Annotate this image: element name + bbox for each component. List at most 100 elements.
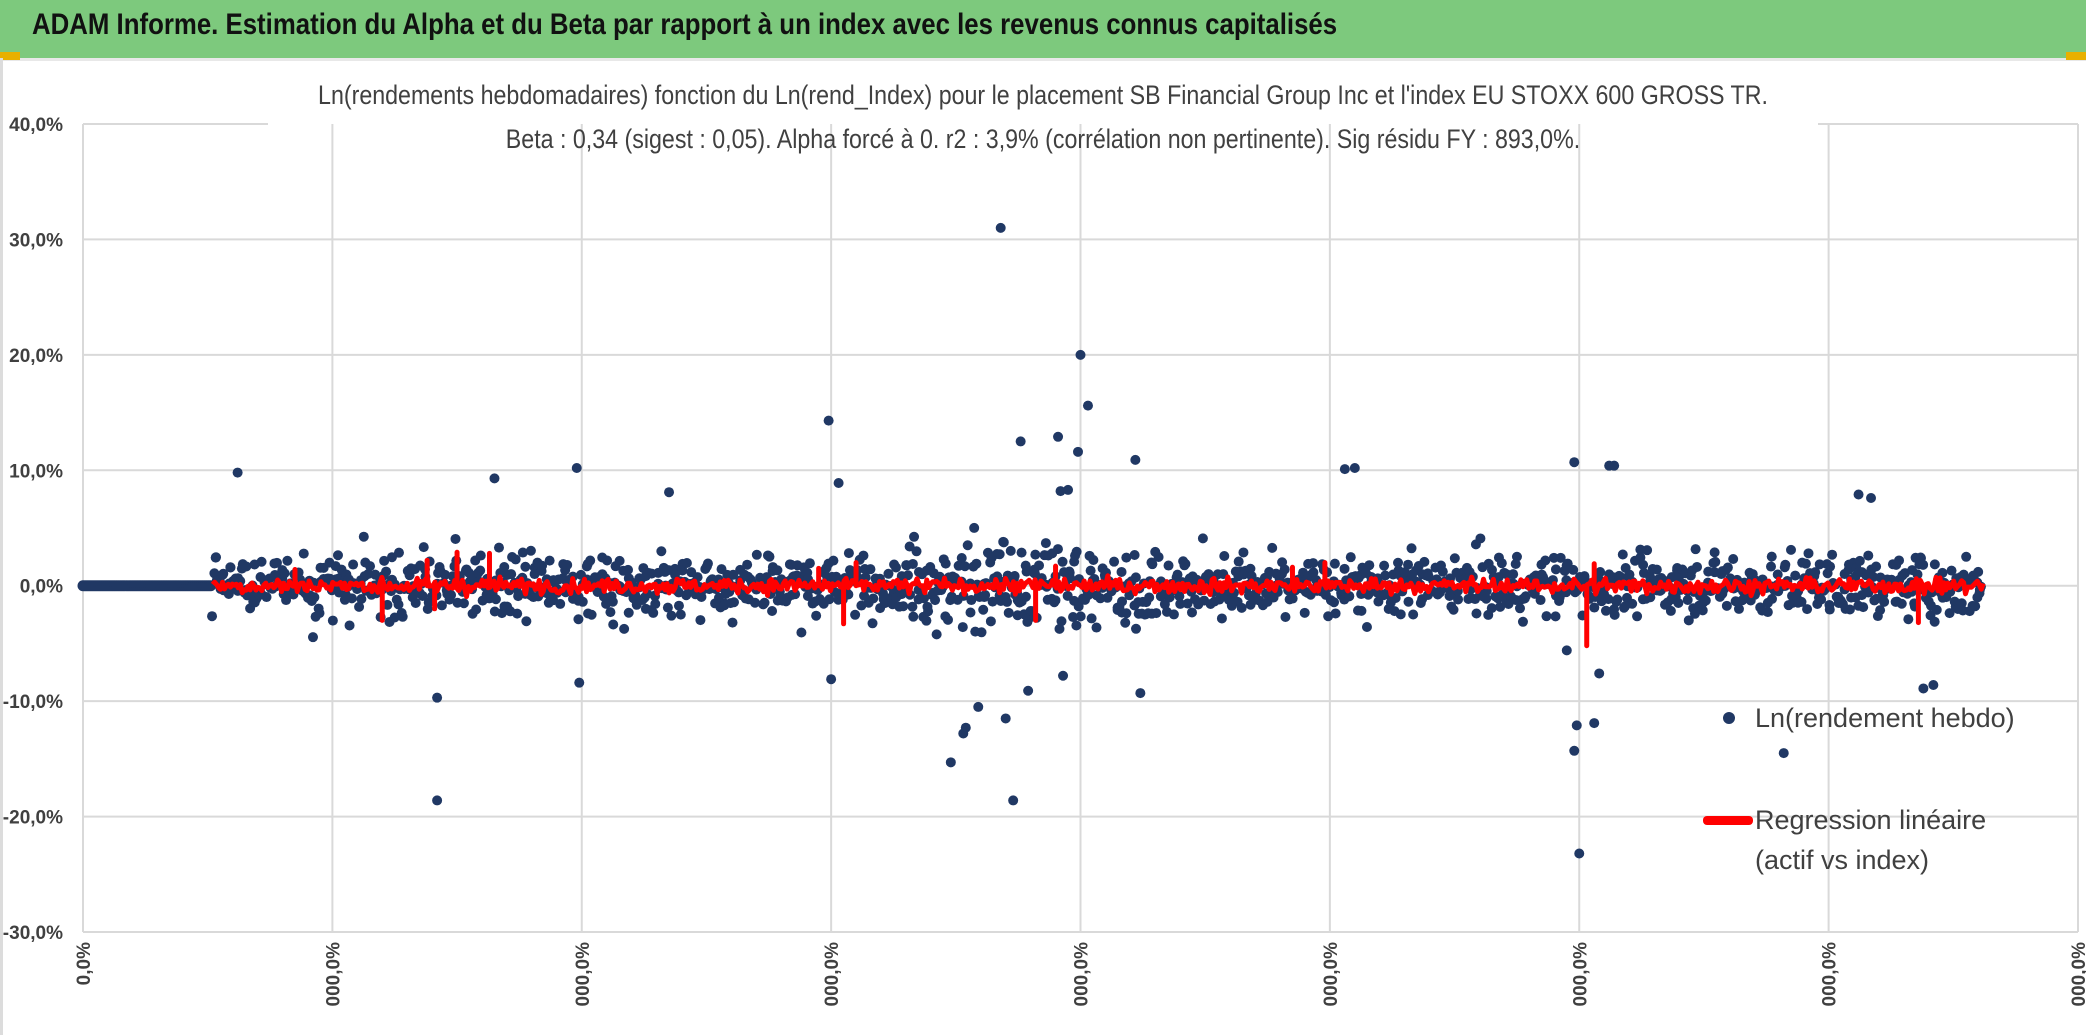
data-point [1568,564,1579,575]
data-point [898,601,909,612]
data-point [1786,544,1797,555]
data-point [1279,564,1290,575]
data-point [458,598,469,609]
data-point [985,616,996,627]
y-tick-label: 20,0% [9,346,63,367]
data-point [1299,607,1310,618]
data-point [1130,572,1141,583]
data-point [210,552,221,563]
data-point [1329,558,1340,569]
data-point [1642,545,1653,556]
data-point [1437,566,1448,577]
data-point [1050,595,1061,606]
data-point [1766,561,1776,572]
corner-marker-left [0,52,20,60]
data-point [749,597,760,608]
data-point [656,546,667,557]
data-point [1308,558,1319,569]
data-point [998,537,1009,548]
report-title: ADAM Informe. Estimation du Alpha et du … [32,8,1338,41]
data-point [1617,549,1628,560]
data-point [298,548,309,559]
data-point-outlier [1082,400,1093,411]
data-point [1931,604,1942,615]
data-point [1245,563,1256,574]
data-point [804,558,815,569]
data-point [493,542,504,553]
data-point [1816,594,1827,605]
data-point [1172,569,1183,580]
data-point-outlier [973,701,984,712]
data-point [1344,591,1355,602]
data-point [1151,608,1162,619]
data-point [1153,552,1164,563]
data-point [471,604,482,615]
data-point [1109,556,1120,567]
data-point [346,593,357,604]
data-point [354,601,365,612]
data-point [544,555,555,566]
data-point-outlier [945,757,956,768]
data-point [1903,614,1914,625]
data-point [1380,570,1391,581]
data-point [365,561,376,572]
data-point [521,616,532,627]
data-point [396,608,407,619]
data-point [525,545,536,556]
data-point [382,599,393,610]
y-tick-label: -30,0% [3,923,63,944]
data-point-outlier [1055,486,1066,497]
data-point [379,555,390,566]
data-point [623,607,634,618]
data-point [790,589,801,600]
data-point [1651,564,1662,575]
data-point-outlier [232,467,243,478]
data-point [1700,595,1711,606]
data-point [1871,561,1882,572]
data-point [1896,598,1907,609]
data-point [1267,542,1278,553]
data-point [279,568,290,579]
data-point [802,590,813,601]
data-point [1802,604,1813,615]
data-point-outlier [1130,454,1141,465]
data-point [1356,605,1367,616]
data-point [1056,616,1067,627]
chart-title-line2: Beta : 0,34 (sigest : 0,05). Alpha forcé… [506,124,1580,154]
data-point [911,546,922,557]
data-point [727,617,738,628]
data-point [1665,605,1676,616]
data-point [1721,600,1732,611]
data-point [921,615,932,626]
data-point [510,554,521,565]
x-tick-label: 000,0% [1321,942,1342,1007]
data-point [1555,552,1566,563]
data-point [1236,602,1247,613]
legend-marker-points [1723,712,1735,724]
data-point-outlier [1569,745,1580,756]
data-point [1682,594,1693,605]
data-point [907,601,918,612]
data-point [1814,559,1825,570]
report-header: ADAM Informe. Estimation du Alpha et du … [0,0,2086,61]
data-point [1611,596,1622,607]
data-point [440,569,451,580]
data-point [282,555,293,566]
chart-legend: Ln(rendement hebdo) Regression linéaire … [1703,703,2015,875]
data-point [930,595,941,606]
data-point [1692,561,1703,572]
data-point [1709,547,1720,558]
data-point [1147,559,1158,570]
data-point [499,562,510,573]
data-point [868,593,879,604]
x-tick-label: 000,0% [573,942,594,1007]
data-point [1131,623,1142,634]
x-tick-label: 000,0% [2069,942,2086,1007]
data-point [1683,615,1694,626]
data-point [1475,533,1486,544]
data-point [1216,613,1227,624]
data-point [1632,611,1643,622]
data-point [1722,562,1733,573]
data-point [1825,561,1836,572]
data-point [796,627,807,638]
